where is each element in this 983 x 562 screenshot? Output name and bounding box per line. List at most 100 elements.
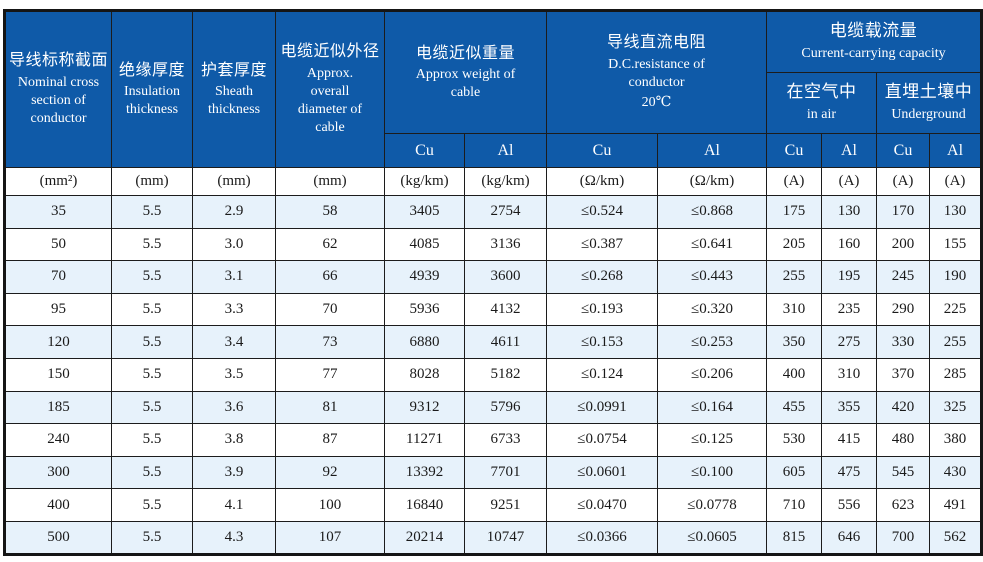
table-cell: 415 (821, 423, 877, 457)
table-cell: 330 (876, 325, 930, 359)
table-cell: 3.5 (192, 357, 276, 392)
cable-specification-table: 导线标称截面 Nominal cross section of conducto… (3, 9, 983, 556)
table-cell: 10747 (464, 520, 547, 555)
table-cell: 4.3 (192, 520, 276, 555)
conductor-header-cu-underground: Cu (876, 133, 930, 168)
conductor-header-cu-resistance: Cu (546, 133, 658, 168)
table-cell: 5182 (464, 357, 547, 392)
conductor-header-al-weight: Al (464, 133, 547, 168)
table-cell: 160 (821, 227, 877, 262)
table-cell: 95 (4, 292, 112, 327)
col-header-insulation-thickness-en: Insulation thickness (124, 84, 180, 118)
group-header-current-capacity: 电缆载流量 Current-carrying capacity (765, 10, 983, 73)
table-cell: 5.5 (111, 325, 193, 359)
table-cell: 3.9 (192, 455, 276, 490)
table-cell: 2.9 (192, 195, 276, 229)
table-cell: 3.6 (192, 390, 276, 425)
group-header-dc-resistance-zh: 导线直流电阻 (606, 34, 706, 52)
table-cell: 420 (876, 390, 930, 425)
table-cell: ≤0.0754 (546, 423, 658, 457)
table-cell: 530 (766, 423, 822, 457)
table-cell: 175 (766, 195, 822, 229)
col-header-approx-diameter-en: Approx. overall diameter of cable (297, 65, 363, 136)
unit-cell: (A) (821, 167, 877, 196)
table-cell: 2754 (464, 195, 547, 229)
table-cell: 150 (4, 357, 112, 392)
table-cell: 5.5 (111, 357, 193, 392)
table-cell: ≤0.193 (546, 292, 658, 327)
group-header-approx-weight-en: Approx weight of cable (415, 67, 516, 101)
table-row: 500 5.5 4.3 107 20214 10747 ≤0.0366 ≤0.0605 815 6… (4, 520, 983, 555)
col-header-sheath-thickness-zh: 护套厚度 (200, 61, 267, 79)
table-cell: 92 (275, 455, 385, 490)
table-cell: 3.1 (192, 260, 276, 294)
table-cell: 380 (928, 423, 983, 457)
table-cell: ≤0.100 (657, 455, 767, 490)
table-cell: 77 (275, 357, 385, 392)
table-cell: 240 (4, 423, 112, 457)
table-cell: 700 (876, 520, 930, 555)
col-header-nominal-cross-section: 导线标称截面 Nominal cross section of conducto… (4, 10, 112, 168)
table-cell: 170 (876, 195, 930, 229)
unit-cell: (mm) (111, 167, 193, 196)
table-cell: 400 (4, 488, 112, 522)
table-row: 150 5.5 3.5 77 8028 5182 ≤0.124 ≤0.206 400 310 370… (4, 357, 983, 392)
table-cell: 9312 (384, 390, 465, 425)
table-cell: 4611 (464, 325, 547, 359)
table-cell: 155 (928, 227, 983, 262)
table-cell: 35 (4, 195, 112, 229)
table-cell: 200 (876, 227, 930, 262)
table-row: 50 5.5 3.0 62 4085 3136 ≤0.387 ≤0.641 205 160 200 1… (4, 227, 983, 262)
table-cell: ≤0.164 (657, 390, 767, 425)
table-cell: 3.0 (192, 227, 276, 262)
table-cell: 107 (275, 520, 385, 555)
table-cell: 5.5 (111, 227, 193, 262)
table-cell: 58 (275, 195, 385, 229)
header-row-conductor-material: Cu Al Cu Al Cu Al Cu Al (5, 133, 983, 168)
group-header-dc-resistance: 导线直流电阻 D.C.resistance of conductor 20℃ (546, 10, 767, 134)
conductor-header-cu-weight: Cu (384, 133, 465, 168)
unit-cell: (kg/km) (464, 167, 547, 196)
table-cell: ≤0.0991 (546, 390, 658, 425)
header-row-groups: 导线标称截面 Nominal cross section of conducto… (4, 10, 983, 168)
conductor-header-al-air: Al (821, 133, 877, 168)
table-row: 240 5.5 3.8 87 11271 6733 ≤0.0754 ≤0.125 530 415 4… (4, 423, 983, 457)
table-cell: 3.4 (192, 325, 276, 359)
table-cell: 255 (766, 260, 822, 294)
table-cell: 225 (928, 292, 983, 327)
group-header-current-capacity-en: Current-carrying capacity (801, 46, 946, 62)
table-cell: 5.5 (111, 260, 193, 294)
table-cell: 3600 (464, 260, 547, 294)
table-cell: 605 (766, 455, 822, 490)
col-header-approx-diameter-zh: 电缆近似外径 (280, 43, 380, 61)
table-cell: ≤0.0601 (546, 455, 658, 490)
table-cell: 235 (821, 292, 877, 327)
table-cell: 13392 (384, 455, 465, 490)
table-cell: 400 (766, 357, 822, 392)
table-cell: 130 (821, 195, 877, 229)
table-cell: ≤0.206 (657, 357, 767, 392)
table-cell: 6880 (384, 325, 465, 359)
table-cell: 710 (766, 488, 822, 522)
table-cell: 5.5 (111, 423, 193, 457)
table-cell: ≤0.641 (657, 227, 767, 262)
table-cell: 545 (876, 455, 930, 490)
table-cell: ≤0.524 (546, 195, 658, 229)
table-row: 70 5.5 3.1 66 4939 3600 ≤0.268 ≤0.443 255 195 245 1… (4, 260, 983, 294)
table-cell: 455 (766, 390, 822, 425)
conductor-header-cu-air: Cu (766, 133, 822, 168)
table-cell: 646 (821, 520, 877, 555)
table-cell: 310 (821, 357, 877, 392)
table-cell: 475 (821, 455, 877, 490)
table-cell: 285 (928, 357, 983, 392)
unit-cell: (A) (766, 167, 822, 196)
table-cell: 8028 (384, 357, 465, 392)
table-cell: 16840 (384, 488, 465, 522)
group-header-dc-resistance-temp: 20℃ (641, 95, 672, 111)
table-cell: 623 (876, 488, 930, 522)
subgroup-header-in-air-zh: 在空气中 (786, 82, 857, 102)
table-cell: 556 (821, 488, 877, 522)
table-cell: 11271 (384, 423, 465, 457)
table-cell: 50 (4, 227, 112, 262)
table-cell: 350 (766, 325, 822, 359)
